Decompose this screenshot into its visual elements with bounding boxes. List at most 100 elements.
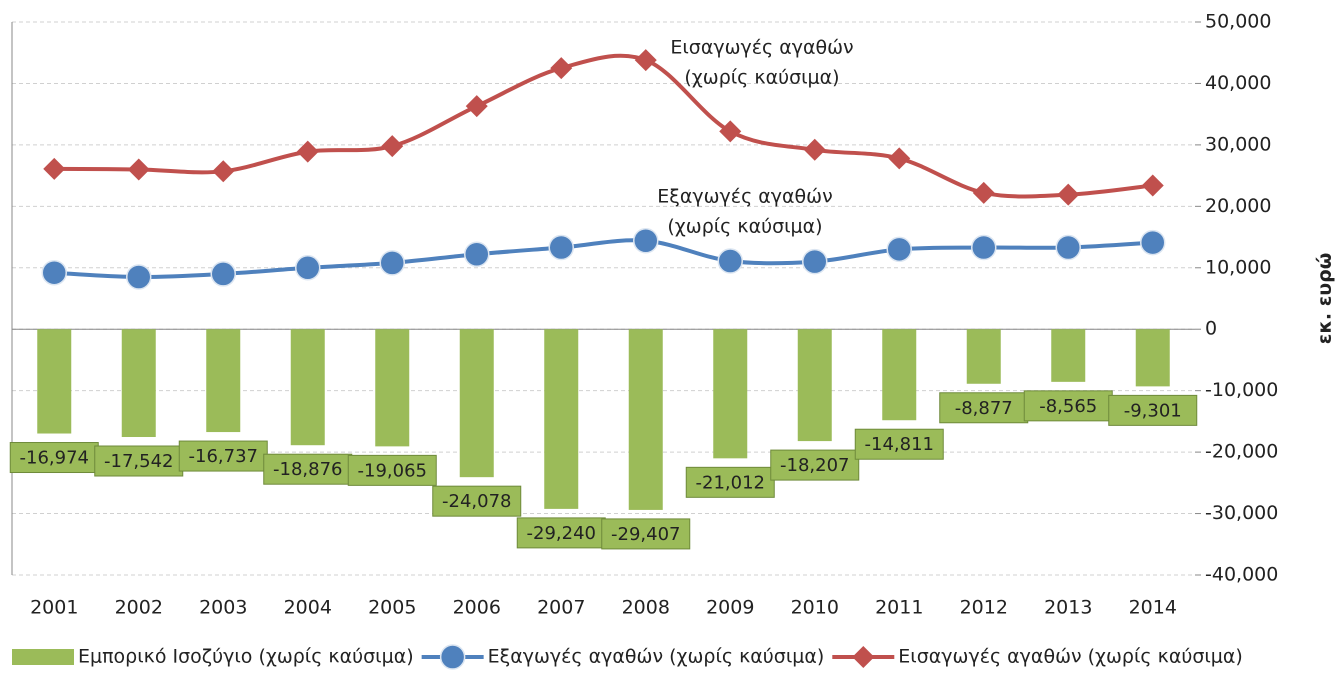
marker	[43, 157, 66, 180]
x-tick-label: 2002	[115, 597, 163, 619]
value-label-text: -21,012	[696, 472, 765, 493]
value-label-box	[685, 466, 775, 498]
y-tick-label: 10,000	[1205, 256, 1271, 278]
x-tick-label: 2010	[791, 597, 839, 619]
value-label-box	[432, 485, 522, 517]
value-label-text: -16,974	[20, 448, 89, 469]
x-tick-label: 2007	[537, 597, 585, 619]
legend-marker	[439, 644, 466, 670]
bar	[966, 329, 1001, 384]
bar	[121, 329, 156, 438]
value-label-text: -9,301	[1124, 400, 1182, 421]
value-label: -17,542	[94, 445, 184, 477]
x-tick-label: 2001	[30, 597, 78, 619]
x-tick-label: 2005	[368, 597, 416, 619]
marker	[41, 259, 67, 286]
legend-marker	[852, 646, 875, 668]
bar	[375, 329, 410, 447]
value-label: -29,407	[601, 518, 691, 550]
value-label: -8,877	[939, 392, 1029, 424]
x-tick-label: 2004	[284, 597, 332, 619]
marker	[465, 95, 488, 118]
value-label-text: -14,811	[865, 434, 934, 455]
value-label: -24,078	[432, 485, 522, 517]
value-label-text: -17,542	[104, 451, 173, 472]
bar	[628, 329, 663, 510]
x-tick-label: 2012	[960, 597, 1008, 619]
marker	[127, 158, 150, 181]
x-tick-label: 2014	[1129, 597, 1177, 619]
bar	[459, 329, 494, 478]
x-tick-label: 2006	[453, 597, 501, 619]
line	[54, 53, 1153, 199]
marker	[717, 248, 743, 274]
value-label: -9,301	[1108, 394, 1198, 426]
x-tick-label: 2008	[622, 597, 670, 619]
x-tick-label: 2011	[875, 597, 923, 619]
marker	[464, 241, 490, 268]
value-label: -18,207	[770, 449, 860, 481]
value-label-text: -8,877	[955, 398, 1013, 419]
marker	[971, 234, 997, 261]
bar	[797, 329, 832, 442]
y-axis-title: εκ. ευρώ	[1314, 253, 1336, 344]
bar	[882, 329, 917, 421]
value-label: -16,737	[178, 440, 268, 472]
annotation: Εξαγωγές αγαθών	[657, 186, 832, 208]
y-tick-label: 50,000	[1205, 11, 1271, 33]
x-tick-label: 2013	[1044, 597, 1092, 619]
annotation: (χωρίς καύσιμα)	[684, 67, 839, 89]
bar	[206, 329, 241, 433]
y-tick-label: -30,000	[1205, 502, 1278, 524]
y-tick-label: 20,000	[1205, 195, 1271, 217]
value-label-text: -18,207	[780, 455, 849, 476]
marker	[1141, 174, 1164, 197]
value-label-box	[178, 440, 268, 472]
y-tick-label: 0	[1205, 318, 1217, 340]
marker	[633, 227, 659, 254]
value-label: -18,876	[263, 453, 353, 485]
bar	[713, 329, 748, 459]
y-tick-label: -10,000	[1205, 379, 1278, 401]
value-label: -14,811	[854, 428, 944, 460]
marker	[1057, 183, 1080, 206]
value-label: -21,012	[685, 466, 775, 498]
value-label: -19,065	[347, 454, 437, 486]
annotation: Εισαγωγές αγαθών	[670, 37, 853, 59]
value-label-text: -8,565	[1039, 396, 1097, 417]
value-label-box	[1108, 394, 1198, 426]
value-label-text: -24,078	[442, 491, 511, 512]
y-tick-label: -40,000	[1205, 564, 1278, 586]
marker	[381, 135, 404, 158]
marker	[295, 255, 321, 281]
marker	[548, 234, 574, 261]
x-tick-label: 2003	[199, 597, 247, 619]
marker	[719, 120, 742, 143]
marker	[972, 181, 995, 204]
bar	[1051, 329, 1086, 382]
bar	[544, 329, 579, 509]
marker	[1140, 229, 1166, 256]
y-tick-label: 40,000	[1205, 72, 1271, 94]
value-label-text: -18,876	[273, 459, 342, 480]
value-label: -8,565	[1023, 390, 1113, 422]
marker	[634, 49, 657, 72]
value-label: -29,240	[516, 517, 606, 549]
legend-label: Εξαγωγές αγαθών (χωρίς καύσιμα)	[488, 646, 825, 668]
value-label-box	[854, 428, 944, 460]
legend-label: Εμπορικό Ισοζύγιο (χωρίς καύσιμα)	[78, 646, 414, 668]
marker	[802, 248, 828, 275]
value-label-box	[1023, 390, 1113, 422]
value-label-text: -16,737	[189, 446, 258, 467]
value-label-box	[347, 454, 437, 486]
marker	[1055, 234, 1081, 261]
marker	[803, 138, 826, 161]
marker	[379, 250, 405, 276]
y-tick-label: -20,000	[1205, 441, 1278, 463]
marker	[296, 140, 319, 163]
value-label-text: -29,407	[611, 524, 680, 545]
value-label-box	[94, 445, 184, 477]
bar	[37, 329, 72, 434]
value-label-text: -29,240	[527, 523, 596, 544]
